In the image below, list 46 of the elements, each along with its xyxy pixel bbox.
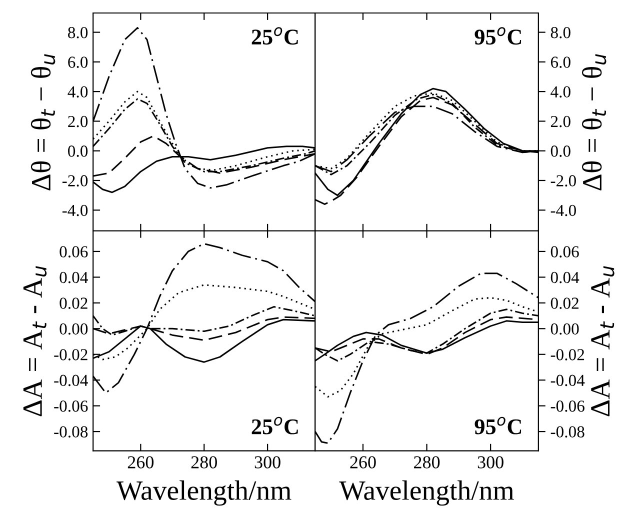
y-tick-label: 0.04 xyxy=(550,272,580,284)
y-tick-label: 0.02 xyxy=(60,298,88,309)
x-axis-title: Wavelength/nm xyxy=(339,480,514,506)
x-tick-label: 260 xyxy=(350,456,376,468)
y-tick-label: -0.08 xyxy=(550,426,584,438)
x-tick-label: 300 xyxy=(478,456,504,468)
y-tick-label: 6.0 xyxy=(68,56,88,68)
x-tick-label: 280 xyxy=(191,456,217,468)
y-tick-label: -0.02 xyxy=(550,349,584,360)
y-axis-title: ΔA = A$_{t}$ - A$_{u}$ xyxy=(591,266,614,416)
y-tick-label: -2.0 xyxy=(550,175,576,187)
y-tick-label: -0.06 xyxy=(550,400,584,412)
x-axis-title: Wavelength/nm xyxy=(116,480,292,506)
y-axis-title: ΔA = A$_{t}$ - A$_{u}$ xyxy=(23,266,47,416)
y-tick-label: 0.06 xyxy=(60,246,88,258)
y-tick-label: 0.02 xyxy=(550,298,578,309)
y-tick-label: 8.0 xyxy=(550,26,570,38)
y-tick-label: 2.0 xyxy=(550,116,570,128)
y-tick-label: 2.0 xyxy=(68,116,88,128)
y-tick-label: -0.02 xyxy=(54,349,88,360)
y-tick-label: 0.04 xyxy=(60,272,88,284)
y-tick-label: 8.0 xyxy=(68,26,88,38)
y-tick-label: -4.0 xyxy=(62,204,88,216)
annotation: 95$^{o}$C xyxy=(474,27,522,45)
y-tick-label: 4.0 xyxy=(550,86,570,98)
y-tick-label: 0.06 xyxy=(550,246,579,258)
y-tick-label: -4.0 xyxy=(550,204,576,216)
x-tick-label: 280 xyxy=(414,456,440,468)
y-tick-label: 0.0 xyxy=(68,146,88,157)
y-tick-label: 6.0 xyxy=(550,56,570,68)
x-tick-label: 300 xyxy=(254,456,280,468)
y-tick-label: 4.0 xyxy=(68,86,88,98)
x-tick-label: 260 xyxy=(128,456,154,468)
y-tick-label: -0.08 xyxy=(54,426,88,438)
y-tick-label: 0.00 xyxy=(60,323,88,335)
y-tick-label: -2.0 xyxy=(62,175,88,187)
y-axis-title: Δθ = θ$_{t}$ − θ$_{u}$ xyxy=(30,54,56,190)
y-tick-label: 0.00 xyxy=(550,323,579,335)
y-tick-label: -0.04 xyxy=(54,374,88,386)
y-tick-label: 0.0 xyxy=(550,146,570,157)
y-tick-label: -0.06 xyxy=(54,400,88,412)
y-tick-label: -0.04 xyxy=(550,374,585,386)
annotation: 25$^{o}$C xyxy=(252,27,298,45)
annotation: 25$^{o}$C xyxy=(252,416,298,434)
annotation: 95$^{o}$C xyxy=(474,416,522,434)
y-axis-title: Δθ = θ$_{t}$ − θ$_{u}$ xyxy=(582,54,606,190)
